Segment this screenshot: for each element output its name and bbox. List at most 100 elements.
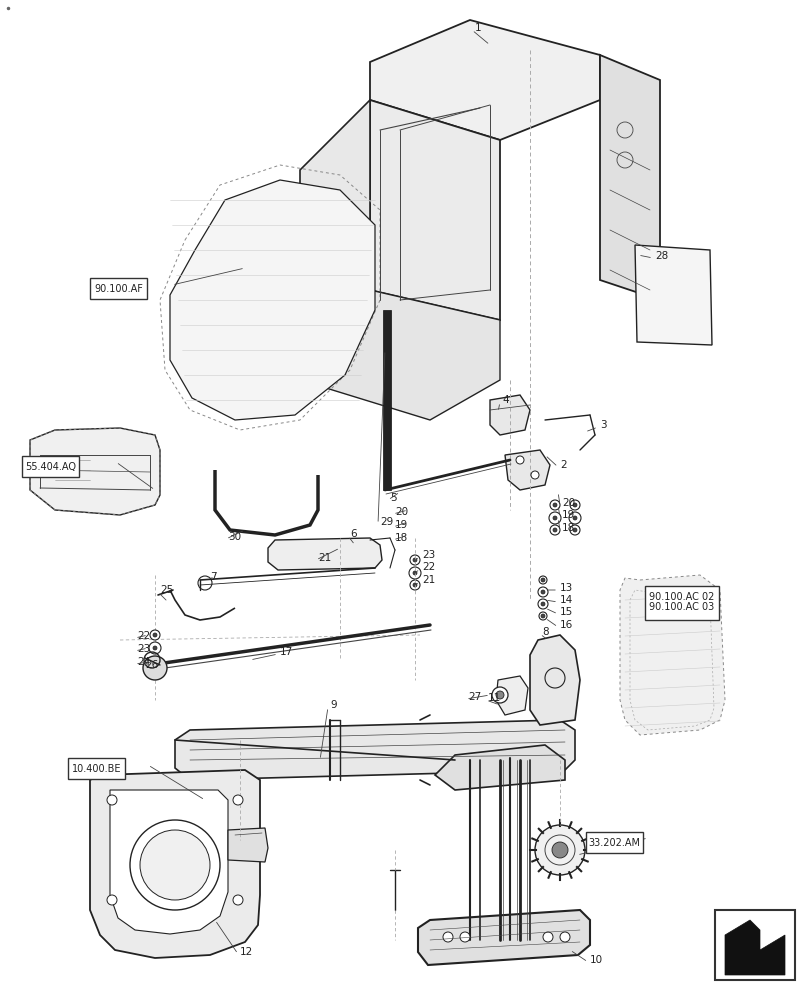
Bar xyxy=(586,832,642,853)
Polygon shape xyxy=(370,100,500,320)
Polygon shape xyxy=(530,635,579,725)
Circle shape xyxy=(151,671,159,679)
Bar xyxy=(148,662,162,674)
Text: 22: 22 xyxy=(137,631,150,641)
Text: 26: 26 xyxy=(145,660,158,670)
Text: 55.404.AQ: 55.404.AQ xyxy=(25,462,76,472)
Polygon shape xyxy=(169,180,375,420)
Polygon shape xyxy=(418,910,590,965)
Text: 27: 27 xyxy=(467,692,481,702)
Circle shape xyxy=(107,895,117,905)
Circle shape xyxy=(539,576,547,584)
Text: 19: 19 xyxy=(394,520,408,530)
Text: 18: 18 xyxy=(561,523,574,533)
Text: 1: 1 xyxy=(474,23,481,33)
Circle shape xyxy=(143,656,167,680)
Circle shape xyxy=(530,471,539,479)
Circle shape xyxy=(539,612,547,620)
Circle shape xyxy=(107,795,117,805)
Circle shape xyxy=(548,512,560,524)
Polygon shape xyxy=(489,395,530,435)
Circle shape xyxy=(552,516,556,520)
Circle shape xyxy=(534,825,584,875)
Text: 90.100.AC 02: 90.100.AC 02 xyxy=(649,592,714,602)
Circle shape xyxy=(148,642,161,654)
Text: 5: 5 xyxy=(389,493,396,503)
Polygon shape xyxy=(634,245,711,345)
Text: 8: 8 xyxy=(541,627,548,637)
Circle shape xyxy=(560,932,569,942)
Bar xyxy=(383,310,391,490)
Text: 19: 19 xyxy=(561,510,574,520)
Text: 2: 2 xyxy=(560,460,566,470)
Circle shape xyxy=(538,587,547,597)
Text: 22: 22 xyxy=(422,562,435,572)
Text: 30: 30 xyxy=(228,532,241,542)
Circle shape xyxy=(573,503,577,507)
Circle shape xyxy=(413,583,417,587)
Text: 13: 13 xyxy=(560,583,573,593)
Circle shape xyxy=(540,602,544,606)
Circle shape xyxy=(409,567,420,579)
Text: 3: 3 xyxy=(599,420,606,430)
Polygon shape xyxy=(370,20,599,140)
Text: 9: 9 xyxy=(329,700,337,710)
Text: 21: 21 xyxy=(318,553,331,563)
Circle shape xyxy=(496,691,504,699)
Bar xyxy=(714,910,794,980)
Circle shape xyxy=(569,500,579,510)
Circle shape xyxy=(540,614,544,618)
Circle shape xyxy=(551,842,568,858)
Circle shape xyxy=(515,456,523,464)
Circle shape xyxy=(552,528,556,532)
Text: 20: 20 xyxy=(394,507,408,517)
Circle shape xyxy=(443,932,453,942)
Bar xyxy=(644,586,718,620)
Polygon shape xyxy=(175,720,574,780)
Text: 15: 15 xyxy=(560,607,573,617)
Circle shape xyxy=(152,633,157,637)
Text: 33.202.AM: 33.202.AM xyxy=(588,838,640,848)
Circle shape xyxy=(538,599,547,609)
Text: 14: 14 xyxy=(560,595,573,605)
Text: 10: 10 xyxy=(590,955,603,965)
Polygon shape xyxy=(435,745,564,790)
Polygon shape xyxy=(496,676,527,715)
Text: 21: 21 xyxy=(422,575,435,585)
Circle shape xyxy=(410,580,419,590)
Text: 16: 16 xyxy=(560,620,573,630)
Circle shape xyxy=(569,512,581,524)
Circle shape xyxy=(233,795,242,805)
Circle shape xyxy=(460,932,470,942)
Circle shape xyxy=(540,590,544,594)
Polygon shape xyxy=(90,770,260,958)
Polygon shape xyxy=(228,828,268,862)
Circle shape xyxy=(150,630,160,640)
Text: 6: 6 xyxy=(350,529,356,539)
Circle shape xyxy=(150,657,160,667)
Circle shape xyxy=(540,578,544,582)
Polygon shape xyxy=(724,920,784,975)
Text: 7: 7 xyxy=(210,572,217,582)
Text: 12: 12 xyxy=(240,947,253,957)
Text: 17: 17 xyxy=(280,647,293,657)
Circle shape xyxy=(233,895,242,905)
Circle shape xyxy=(139,830,210,900)
Text: 11: 11 xyxy=(487,693,500,703)
Polygon shape xyxy=(299,290,500,420)
Text: 23: 23 xyxy=(137,644,150,654)
Bar xyxy=(68,758,126,779)
Circle shape xyxy=(543,932,552,942)
Text: 29: 29 xyxy=(380,517,393,527)
Polygon shape xyxy=(620,575,724,735)
Text: 4: 4 xyxy=(501,395,508,405)
Circle shape xyxy=(573,528,577,532)
Text: 20: 20 xyxy=(561,498,574,508)
Circle shape xyxy=(413,558,417,562)
Polygon shape xyxy=(268,538,381,570)
Text: 90.100.AF: 90.100.AF xyxy=(94,284,143,294)
Circle shape xyxy=(569,525,579,535)
Polygon shape xyxy=(299,100,370,340)
Polygon shape xyxy=(599,55,659,300)
Circle shape xyxy=(573,516,577,520)
